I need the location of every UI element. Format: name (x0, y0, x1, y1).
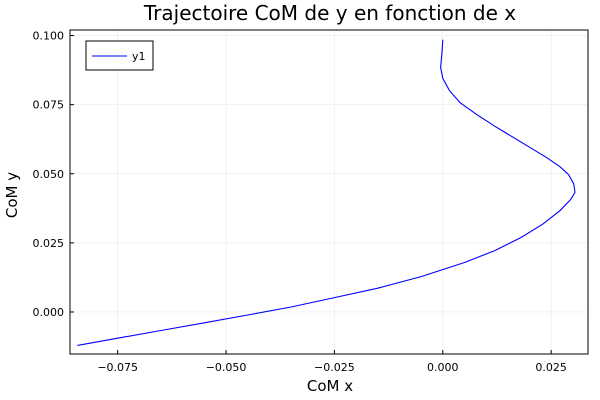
y-tick-label: 0.050 (33, 168, 65, 181)
y-tick-label: 0.025 (33, 237, 65, 250)
y-tick-label: 0.100 (33, 30, 65, 43)
plot-frame (69, 29, 589, 355)
axis-ticks: −0.075 −0.050 −0.025 0.000 0.025 0.000 0.025 0.… (33, 30, 567, 374)
x-tick-label: 0.000 (427, 361, 459, 374)
x-tick-label: −0.050 (206, 361, 247, 374)
y-tick-label: 0.000 (33, 306, 65, 319)
y-axis-label: CoM y (3, 172, 21, 218)
chart-title: Trajectoire CoM de y en fonction de x (143, 1, 516, 25)
x-axis-label: CoM x (307, 377, 353, 395)
series-y1-line (77, 39, 576, 346)
grid (70, 30, 588, 354)
y-tick-label: 0.075 (33, 99, 65, 112)
x-tick-label: 0.025 (535, 361, 567, 374)
x-tick-label: −0.075 (97, 361, 138, 374)
x-tick-label: −0.025 (314, 361, 355, 374)
legend-label-y1: y1 (132, 50, 146, 63)
legend: y1 (85, 40, 154, 71)
